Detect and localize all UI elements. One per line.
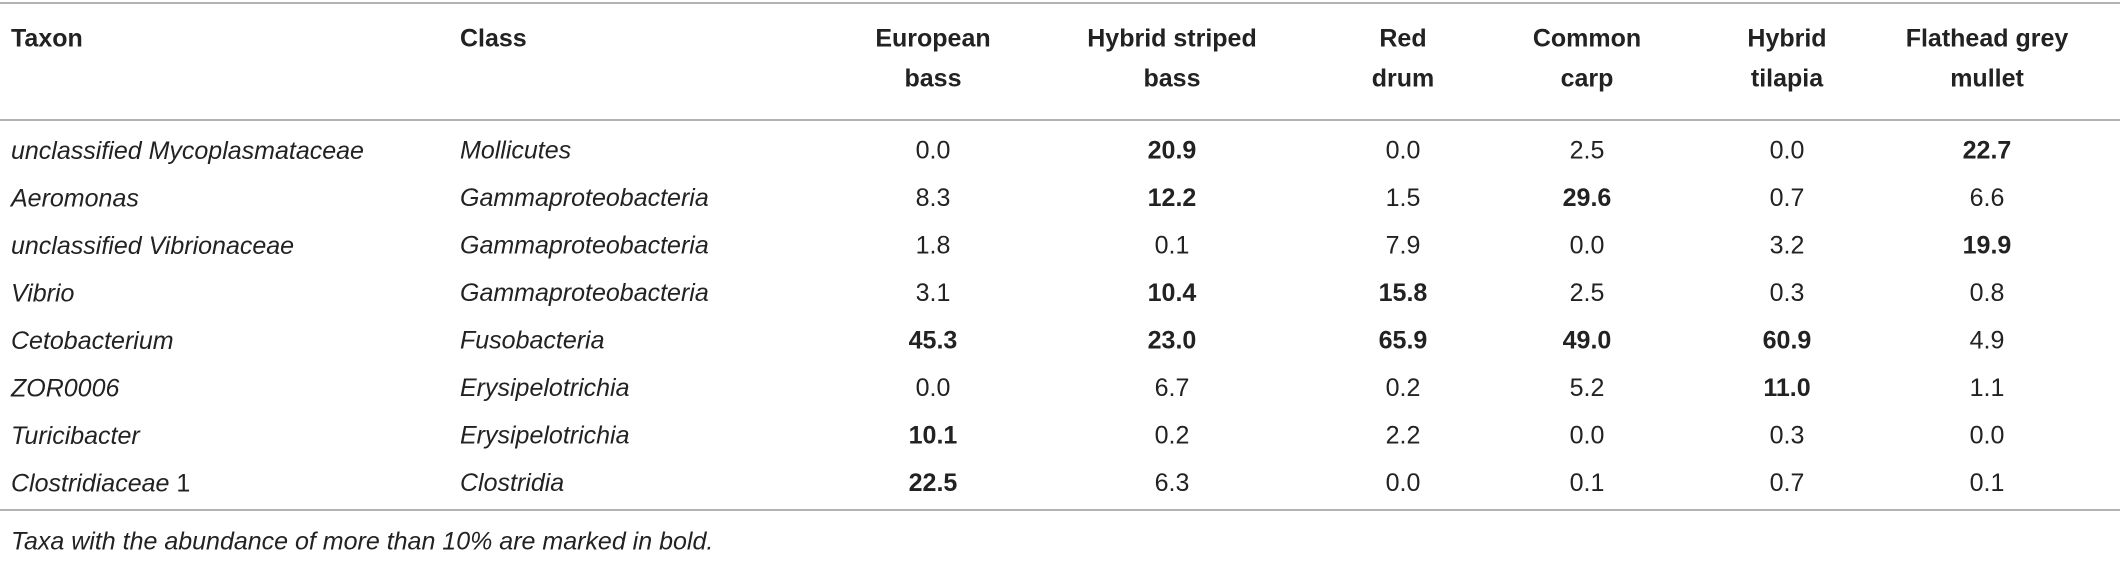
value-cell: 49.0: [1563, 327, 1612, 355]
value-cell: 12.2: [1148, 184, 1197, 212]
column-header: Hybrid: [1747, 25, 1826, 53]
taxon-part: unclassified Vibrionaceae: [11, 232, 294, 260]
column-header: mullet: [1950, 65, 2024, 93]
value-cell: 65.9: [1379, 327, 1428, 355]
value-cell: 0.0: [1570, 232, 1605, 260]
column-header: Red: [1379, 25, 1426, 53]
value-cell: 6.7: [1155, 374, 1190, 402]
taxon-cell: Aeromonas: [9, 184, 139, 212]
value-cell: 0.0: [1386, 469, 1421, 497]
taxon-part: Aeromonas: [9, 184, 139, 212]
value-cell: 4.9: [1970, 327, 2005, 355]
value-cell: 0.7: [1770, 184, 1805, 212]
footnote: Taxa with the abundance of more than 10%…: [11, 528, 713, 556]
value-cell: 0.0: [1570, 422, 1605, 450]
value-cell: 22.7: [1963, 137, 2012, 165]
class-cell: Gammaproteobacteria: [460, 232, 709, 260]
value-cell: 2.5: [1570, 137, 1605, 165]
value-cell: 7.9: [1386, 232, 1421, 260]
value-cell: 0.8: [1970, 279, 2005, 307]
column-header: bass: [905, 65, 962, 93]
value-cell: 22.5: [909, 469, 958, 497]
value-cell: 3.2: [1770, 232, 1805, 260]
column-header: European: [875, 25, 990, 53]
value-cell: 19.9: [1963, 232, 2012, 260]
class-cell: Fusobacteria: [460, 327, 605, 355]
value-cell: 29.6: [1563, 184, 1612, 212]
value-cell: 0.7: [1770, 469, 1805, 497]
value-cell: 10.4: [1148, 279, 1197, 307]
value-cell: 5.2: [1570, 374, 1605, 402]
value-cell: 11.0: [1763, 374, 1810, 402]
taxon-part: Turicibacter: [11, 422, 141, 450]
value-cell: 0.3: [1770, 279, 1805, 307]
value-cell: 0.3: [1770, 422, 1805, 450]
value-cell: 2.5: [1570, 279, 1605, 307]
column-header: tilapia: [1751, 65, 1824, 93]
value-cell: 8.3: [916, 184, 951, 212]
value-cell: 0.2: [1155, 422, 1190, 450]
value-cell: 0.0: [1770, 137, 1805, 165]
value-cell: 0.0: [916, 137, 951, 165]
column-header: Hybrid striped: [1087, 25, 1256, 53]
taxon-cell: Turicibacter: [11, 422, 141, 450]
taxon-part: Cetobacterium: [11, 327, 174, 355]
taxon-cell: ZOR0006: [10, 374, 119, 402]
column-header: bass: [1144, 65, 1201, 93]
value-cell: 2.2: [1386, 422, 1421, 450]
value-cell: 23.0: [1148, 327, 1197, 355]
taxon-part: ZOR0006: [10, 374, 119, 402]
value-cell: 1.8: [916, 232, 951, 260]
value-cell: 20.9: [1148, 137, 1197, 165]
value-cell: 6.6: [1970, 184, 2005, 212]
taxon-part: unclassified Mycoplasmataceae: [11, 137, 364, 165]
taxon-cell: unclassified Vibrionaceae: [11, 232, 294, 260]
class-cell: Gammaproteobacteria: [460, 184, 709, 212]
class-cell: Erysipelotrichia: [460, 422, 630, 450]
class-cell: Clostridia: [460, 469, 564, 497]
value-cell: 3.1: [916, 279, 951, 307]
taxon-part: Vibrio: [11, 279, 75, 307]
value-cell: 60.9: [1763, 327, 1812, 355]
taxon-part: Clostridiaceae: [11, 469, 169, 497]
column-header: Class: [460, 25, 527, 53]
column-header: Flathead grey: [1906, 25, 2069, 53]
value-cell: 10.1: [909, 422, 958, 450]
taxon-cell: Clostridiaceae 1: [11, 469, 190, 497]
column-header: Common: [1533, 25, 1641, 53]
taxon-cell: unclassified Mycoplasmataceae: [11, 137, 364, 165]
value-cell: 0.1: [1155, 232, 1190, 260]
column-header: Taxon: [11, 25, 83, 53]
value-cell: 0.0: [1970, 422, 2005, 450]
column-header: carp: [1561, 65, 1614, 93]
taxon-cell: Vibrio: [11, 279, 75, 307]
class-cell: Gammaproteobacteria: [460, 279, 709, 307]
class-cell: Mollicutes: [460, 137, 571, 165]
taxon-part: 1: [169, 469, 190, 497]
value-cell: 1.1: [1970, 374, 2005, 402]
value-cell: 0.0: [1386, 137, 1421, 165]
value-cell: 0.1: [1570, 469, 1605, 497]
value-cell: 45.3: [909, 327, 958, 355]
class-cell: Erysipelotrichia: [460, 374, 630, 402]
column-header: drum: [1372, 65, 1435, 93]
value-cell: 15.8: [1379, 279, 1428, 307]
value-cell: 6.3: [1155, 469, 1190, 497]
value-cell: 1.5: [1386, 184, 1421, 212]
value-cell: 0.1: [1970, 469, 2005, 497]
value-cell: 0.2: [1386, 374, 1421, 402]
value-cell: 0.0: [916, 374, 951, 402]
taxon-cell: Cetobacterium: [11, 327, 174, 355]
